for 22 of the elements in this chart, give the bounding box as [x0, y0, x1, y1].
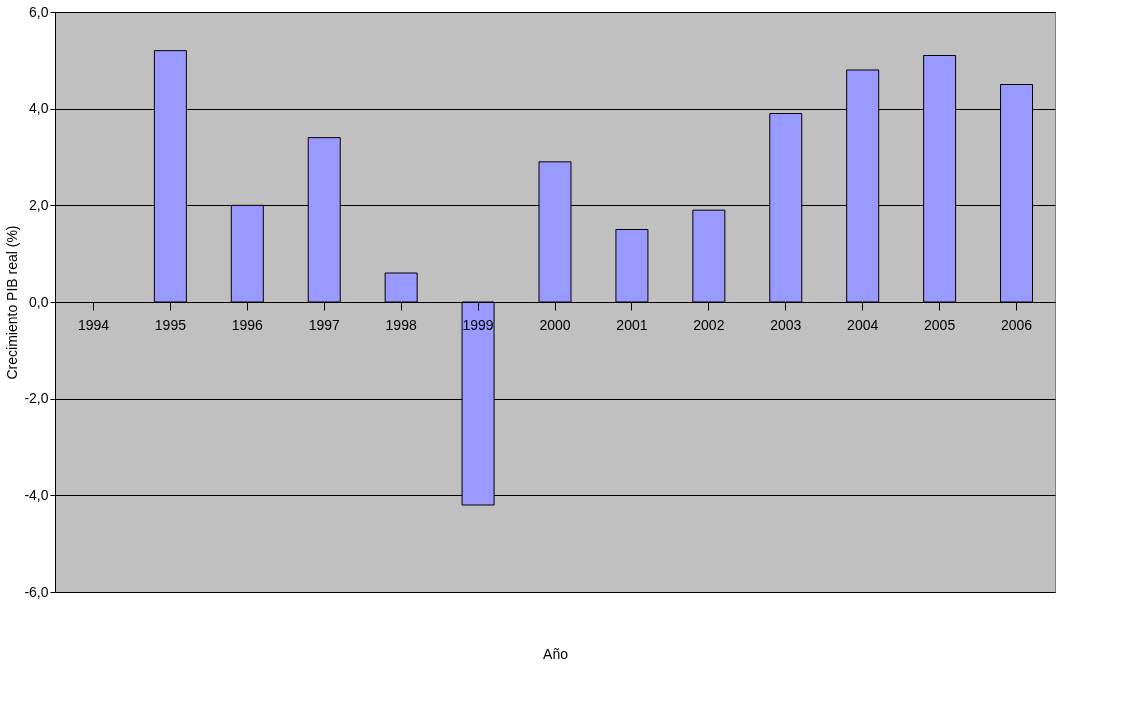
x-tick-label: 1996 [231, 316, 264, 333]
x-tick-label: 2006 [1000, 316, 1033, 333]
y-tick-label: -4,0 [24, 486, 49, 503]
x-tick-label: 1994 [77, 316, 110, 333]
y-tick-label: -6,0 [24, 583, 49, 600]
x-tick-label: 1998 [385, 316, 417, 333]
y-tick-label: 2,0 [29, 196, 49, 213]
x-tick-label: 2004 [847, 316, 879, 333]
y-tick-label: 6,0 [29, 3, 49, 20]
x-tick-label: 2003 [770, 316, 802, 333]
x-tick-label: 1999 [462, 316, 494, 333]
y-tick-label: 0,0 [29, 293, 49, 310]
y-tick-label: 4,0 [29, 100, 49, 117]
x-tick-label: 2005 [924, 316, 956, 333]
x-tick-label: 2001 [616, 316, 648, 333]
x-tick-label: 2002 [693, 316, 725, 333]
x-tick-label: 2000 [539, 316, 571, 333]
x-tick-label: 1995 [154, 316, 187, 333]
x-axis-title: Año [543, 645, 569, 662]
x-tick-label: 1997 [308, 316, 341, 333]
y-axis-title: Crecimiento PIB real (%) [4, 225, 21, 380]
y-tick-label: -2,0 [24, 390, 49, 407]
